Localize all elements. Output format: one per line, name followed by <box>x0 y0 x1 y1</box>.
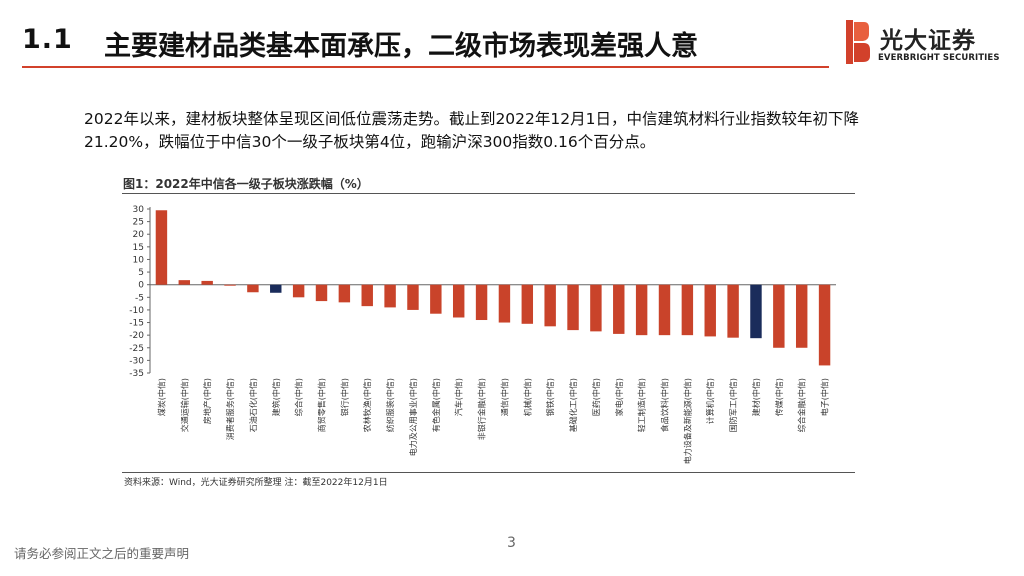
bar <box>613 284 625 334</box>
disclaimer-text: 请务必参阅正文之后的重要声明 <box>14 546 190 561</box>
brand-name-cn: 光大证券 <box>880 28 976 54</box>
y-tick-label: -10 <box>129 306 144 316</box>
x-category-label: 综合(中信) <box>294 378 304 416</box>
bar <box>750 284 762 339</box>
y-tick-label: -25 <box>129 344 144 354</box>
x-category-label: 房地产(中信) <box>202 378 212 424</box>
x-category-label: 银行(中信) <box>339 378 349 416</box>
section-number: 1.1 <box>22 24 73 55</box>
bar <box>224 284 236 286</box>
bar <box>361 284 373 307</box>
bar <box>292 284 305 298</box>
x-category-label: 电子(中信) <box>820 378 830 416</box>
bar <box>590 284 602 332</box>
bar <box>452 284 465 318</box>
bar <box>178 280 191 285</box>
bar <box>635 284 648 336</box>
x-category-label: 机械(中信) <box>522 378 532 416</box>
y-tick-label: 20 <box>133 230 145 240</box>
intro-paragraph: 2022年以来，建材板块整体呈现区间低位震荡走势。截止到2022年12月1日，中… <box>84 110 859 151</box>
x-category-label: 家电(中信) <box>614 378 624 416</box>
x-category-label: 国防军工(中信) <box>728 378 738 432</box>
section-title: 主要建材品类基本面承压，二级市场表现差强人意 <box>104 31 698 62</box>
title-underline <box>22 66 829 68</box>
bar <box>727 284 739 338</box>
x-category-label: 建筑(中信) <box>271 378 281 416</box>
bar <box>430 284 442 314</box>
bar <box>270 284 282 293</box>
brand-name-en: EVERBRIGHT SECURITIES <box>878 53 1000 63</box>
x-category-label: 计算机(中信) <box>705 378 715 424</box>
page-number: 3 <box>507 535 516 551</box>
x-category-label: 有色金属(中信) <box>431 378 441 432</box>
bar <box>475 284 488 321</box>
bar <box>704 284 716 337</box>
y-tick-label: -15 <box>129 319 144 329</box>
y-tick-label: 30 <box>133 205 145 215</box>
y-tick-label: -30 <box>129 356 144 366</box>
bar <box>338 284 351 303</box>
bar <box>201 280 213 285</box>
x-category-label: 医药(中信) <box>591 378 601 416</box>
x-category-label: 轻工制造(中信) <box>637 378 647 432</box>
bar <box>155 210 168 285</box>
y-tick-label: -5 <box>135 293 144 303</box>
x-category-label: 商贸零售(中信) <box>317 378 327 432</box>
x-category-label: 农林牧渔(中信) <box>362 378 372 432</box>
x-category-label: 纺织服装(中信) <box>385 378 395 432</box>
bar <box>315 284 328 302</box>
everbright-logo-icon <box>846 20 870 64</box>
y-tick-label: 0 <box>138 281 144 291</box>
x-category-label: 煤炭(中信) <box>156 378 166 416</box>
x-category-label: 汽车(中信) <box>454 378 464 416</box>
x-category-label: 建材(中信) <box>751 378 761 416</box>
bar <box>521 284 534 324</box>
x-category-label: 石油石化(中信) <box>248 378 258 432</box>
x-category-label: 食品饮料(中信) <box>660 378 670 432</box>
bar <box>567 284 579 331</box>
y-tick-label: 25 <box>133 218 144 228</box>
chart-title: 图1：2022年中信各一级子板块涨跌幅（%） <box>123 177 369 191</box>
x-category-label: 传媒(中信) <box>774 378 784 416</box>
bar <box>658 284 671 336</box>
bar <box>681 284 694 336</box>
y-tick-label: 15 <box>133 243 144 253</box>
y-tick-label: 5 <box>138 268 144 278</box>
x-category-label: 非银行金融(中信) <box>477 378 487 440</box>
y-tick-label: 10 <box>133 255 145 265</box>
y-tick-label: -35 <box>129 369 144 379</box>
bar <box>818 284 831 366</box>
bar <box>407 284 419 310</box>
bar <box>498 284 511 323</box>
y-tick-label: -20 <box>129 331 144 341</box>
x-category-label: 电力及公用事业(中信) <box>408 378 418 456</box>
bar <box>247 284 259 293</box>
x-category-label: 基础化工(中信) <box>568 378 578 432</box>
chart-top-border <box>122 193 855 194</box>
x-category-label: 综合金融(中信) <box>797 378 807 432</box>
x-category-label: 钢铁(中信) <box>545 378 555 416</box>
bar <box>384 284 396 308</box>
x-category-label: 交通运输(中信) <box>179 378 189 432</box>
x-category-label: 电力设备及新能源(中信) <box>682 378 692 464</box>
bar <box>795 284 808 348</box>
x-category-label: 消费者服务(中信) <box>225 378 235 440</box>
chart-source-note: 资料来源：Wind，光大证券研究所整理 注：截至2022年12月1日 <box>124 478 388 488</box>
x-category-label: 通信(中信) <box>499 378 509 416</box>
bar <box>544 284 556 327</box>
bar <box>773 284 785 348</box>
chart-bottom-border <box>122 472 855 473</box>
